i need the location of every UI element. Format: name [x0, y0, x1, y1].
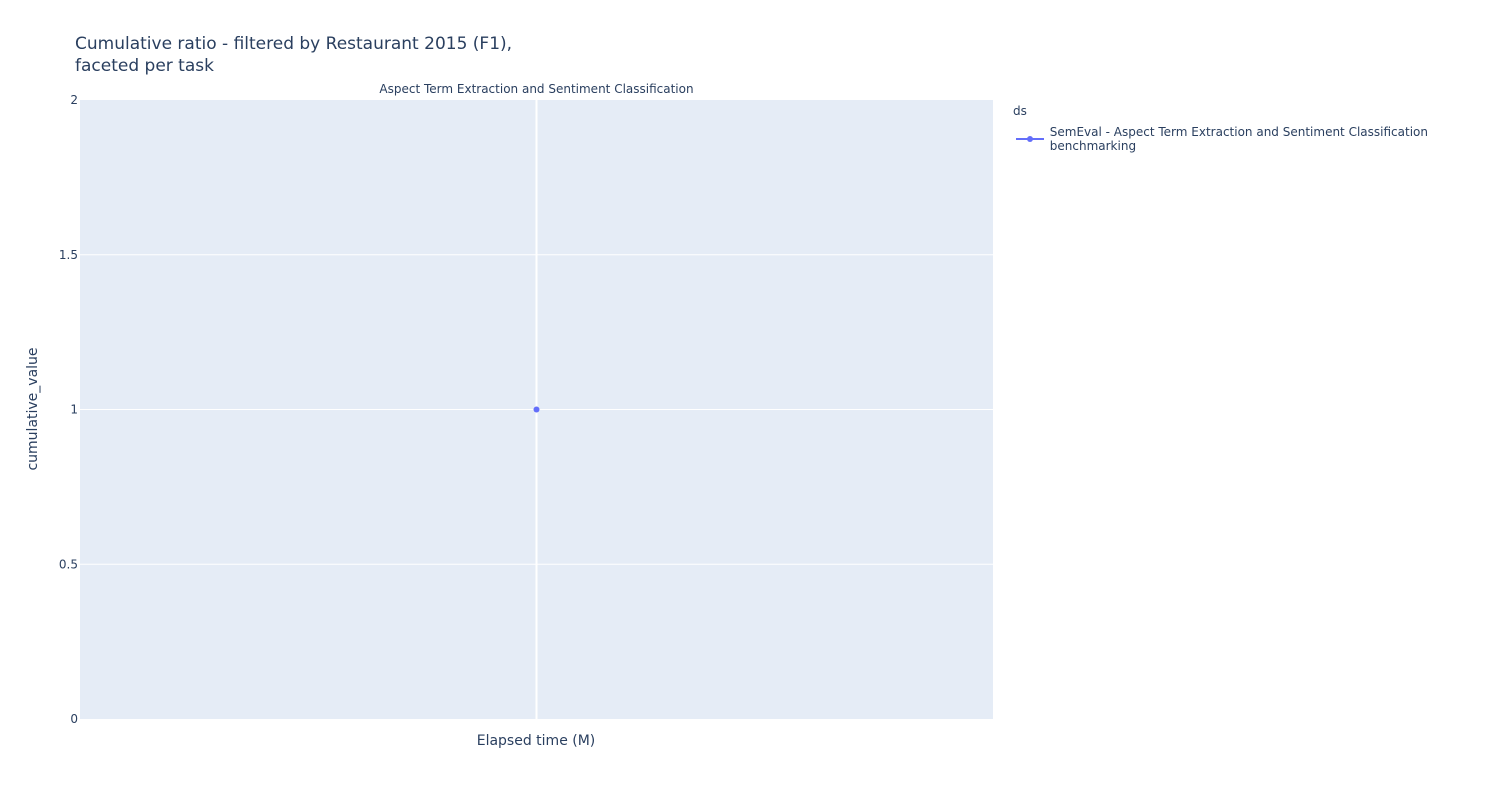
- legend-item-label: SemEval - Aspect Term Extraction and Sen…: [1049, 125, 1428, 153]
- chart-title-line-1: Cumulative ratio - filtered by Restauran…: [75, 34, 513, 54]
- chart-title: Cumulative ratio - filtered by Restauran…: [75, 33, 512, 77]
- legend-title: ds: [1013, 104, 1027, 118]
- y-tick-labels: 0 0.5 1 1.5 2: [59, 93, 78, 726]
- data-point[interactable]: [533, 406, 540, 413]
- y-tick-label: 1.5: [59, 248, 78, 262]
- y-tick-label: 0.5: [59, 557, 78, 571]
- chart-title-line-2: faceted per task: [75, 56, 214, 76]
- y-tick-label: 2: [70, 93, 78, 107]
- legend: ds SemEval - Aspect Term Extraction and …: [1013, 104, 1500, 153]
- series-layer: [533, 406, 540, 413]
- legend-item[interactable]: SemEval - Aspect Term Extraction and Sen…: [1013, 125, 1500, 153]
- y-axis-label: cumulative_value: [25, 347, 41, 470]
- y-tick-label: 1: [70, 403, 78, 417]
- facet-title: Aspect Term Extraction and Sentiment Cla…: [379, 82, 694, 96]
- y-tick-label: 0: [70, 712, 78, 726]
- legend-swatch-icon: [1013, 134, 1044, 144]
- x-axis-label: Elapsed time (M): [477, 733, 596, 749]
